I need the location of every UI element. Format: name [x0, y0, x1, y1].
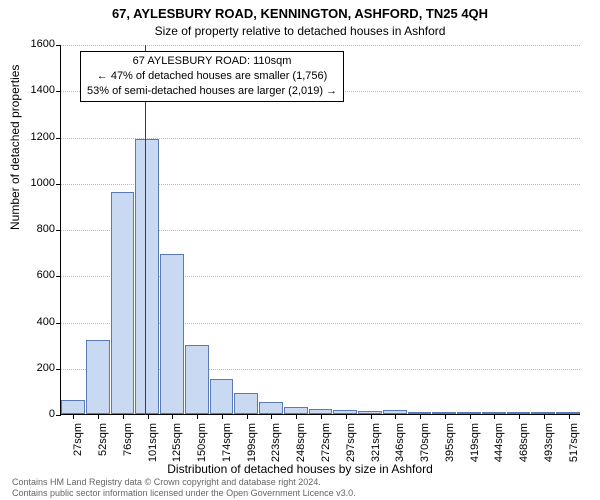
x-tick-mark: [197, 414, 198, 419]
x-tick-label: 321sqm: [370, 423, 382, 467]
x-tick-mark: [470, 414, 471, 419]
x-tick-mark: [544, 414, 545, 419]
x-tick-label: 468sqm: [518, 423, 530, 467]
grid-line: [61, 45, 580, 46]
y-tick-label: 800: [15, 223, 55, 235]
y-tick-mark: [56, 415, 61, 416]
x-tick-label: 297sqm: [345, 423, 357, 467]
x-tick-mark: [445, 414, 446, 419]
annotation-line-1: 67 AYLESBURY ROAD: 110sqm: [87, 54, 337, 69]
x-tick-mark: [420, 414, 421, 419]
x-tick-mark: [172, 414, 173, 419]
y-tick-mark: [56, 91, 61, 92]
y-tick-label: 1400: [15, 84, 55, 96]
annotation-box: 67 AYLESBURY ROAD: 110sqm← 47% of detach…: [80, 51, 344, 102]
y-tick-label: 1200: [15, 131, 55, 143]
x-tick-mark: [371, 414, 372, 419]
x-tick-mark: [395, 414, 396, 419]
histogram-bar: [259, 402, 283, 414]
histogram-bar: [61, 400, 85, 414]
x-tick-mark: [569, 414, 570, 419]
x-tick-mark: [123, 414, 124, 419]
x-tick-mark: [494, 414, 495, 419]
y-tick-label: 600: [15, 269, 55, 281]
histogram-bar: [86, 340, 110, 414]
histogram-bar: [185, 345, 209, 414]
x-tick-mark: [247, 414, 248, 419]
x-tick-label: 444sqm: [493, 423, 505, 467]
x-tick-mark: [73, 414, 74, 419]
x-tick-mark: [296, 414, 297, 419]
x-tick-label: 493sqm: [543, 423, 555, 467]
x-tick-label: 76sqm: [122, 423, 134, 467]
histogram-bar: [234, 393, 258, 414]
footer-line-1: Contains HM Land Registry data © Crown c…: [12, 477, 356, 487]
y-tick-label: 400: [15, 316, 55, 328]
histogram-bar: [135, 139, 159, 414]
y-tick-label: 0: [15, 408, 55, 420]
x-tick-label: 125sqm: [171, 423, 183, 467]
x-tick-label: 223sqm: [270, 423, 282, 467]
histogram-bar: [160, 254, 184, 414]
x-tick-mark: [148, 414, 149, 419]
y-tick-label: 1600: [15, 38, 55, 50]
x-tick-label: 395sqm: [444, 423, 456, 467]
annotation-line-3: 53% of semi-detached houses are larger (…: [87, 84, 337, 99]
x-tick-label: 419sqm: [469, 423, 481, 467]
y-tick-mark: [56, 276, 61, 277]
x-tick-mark: [98, 414, 99, 419]
x-tick-mark: [271, 414, 272, 419]
x-tick-label: 248sqm: [295, 423, 307, 467]
y-tick-mark: [56, 369, 61, 370]
x-tick-mark: [321, 414, 322, 419]
annotation-line-2: ← 47% of detached houses are smaller (1,…: [87, 69, 337, 84]
y-tick-mark: [56, 230, 61, 231]
x-tick-label: 346sqm: [394, 423, 406, 467]
histogram-bar: [210, 379, 234, 414]
x-tick-mark: [519, 414, 520, 419]
x-tick-label: 370sqm: [419, 423, 431, 467]
x-tick-label: 101sqm: [147, 423, 159, 467]
x-tick-label: 517sqm: [568, 423, 580, 467]
chart-subtitle: Size of property relative to detached ho…: [0, 24, 600, 38]
x-tick-label: 150sqm: [196, 423, 208, 467]
y-tick-mark: [56, 138, 61, 139]
y-tick-label: 200: [15, 362, 55, 374]
x-tick-mark: [346, 414, 347, 419]
chart-title: 67, AYLESBURY ROAD, KENNINGTON, ASHFORD,…: [0, 6, 600, 21]
x-tick-label: 272sqm: [320, 423, 332, 467]
footer-attribution: Contains HM Land Registry data © Crown c…: [12, 477, 356, 498]
y-tick-mark: [56, 45, 61, 46]
y-tick-mark: [56, 184, 61, 185]
x-tick-label: 52sqm: [97, 423, 109, 467]
x-tick-label: 199sqm: [246, 423, 258, 467]
y-tick-label: 1000: [15, 177, 55, 189]
footer-line-2: Contains public sector information licen…: [12, 488, 356, 498]
x-tick-label: 27sqm: [72, 423, 84, 467]
histogram-bar: [284, 407, 308, 414]
histogram-bar: [111, 192, 135, 414]
x-tick-mark: [222, 414, 223, 419]
y-tick-mark: [56, 323, 61, 324]
x-tick-label: 174sqm: [221, 423, 233, 467]
